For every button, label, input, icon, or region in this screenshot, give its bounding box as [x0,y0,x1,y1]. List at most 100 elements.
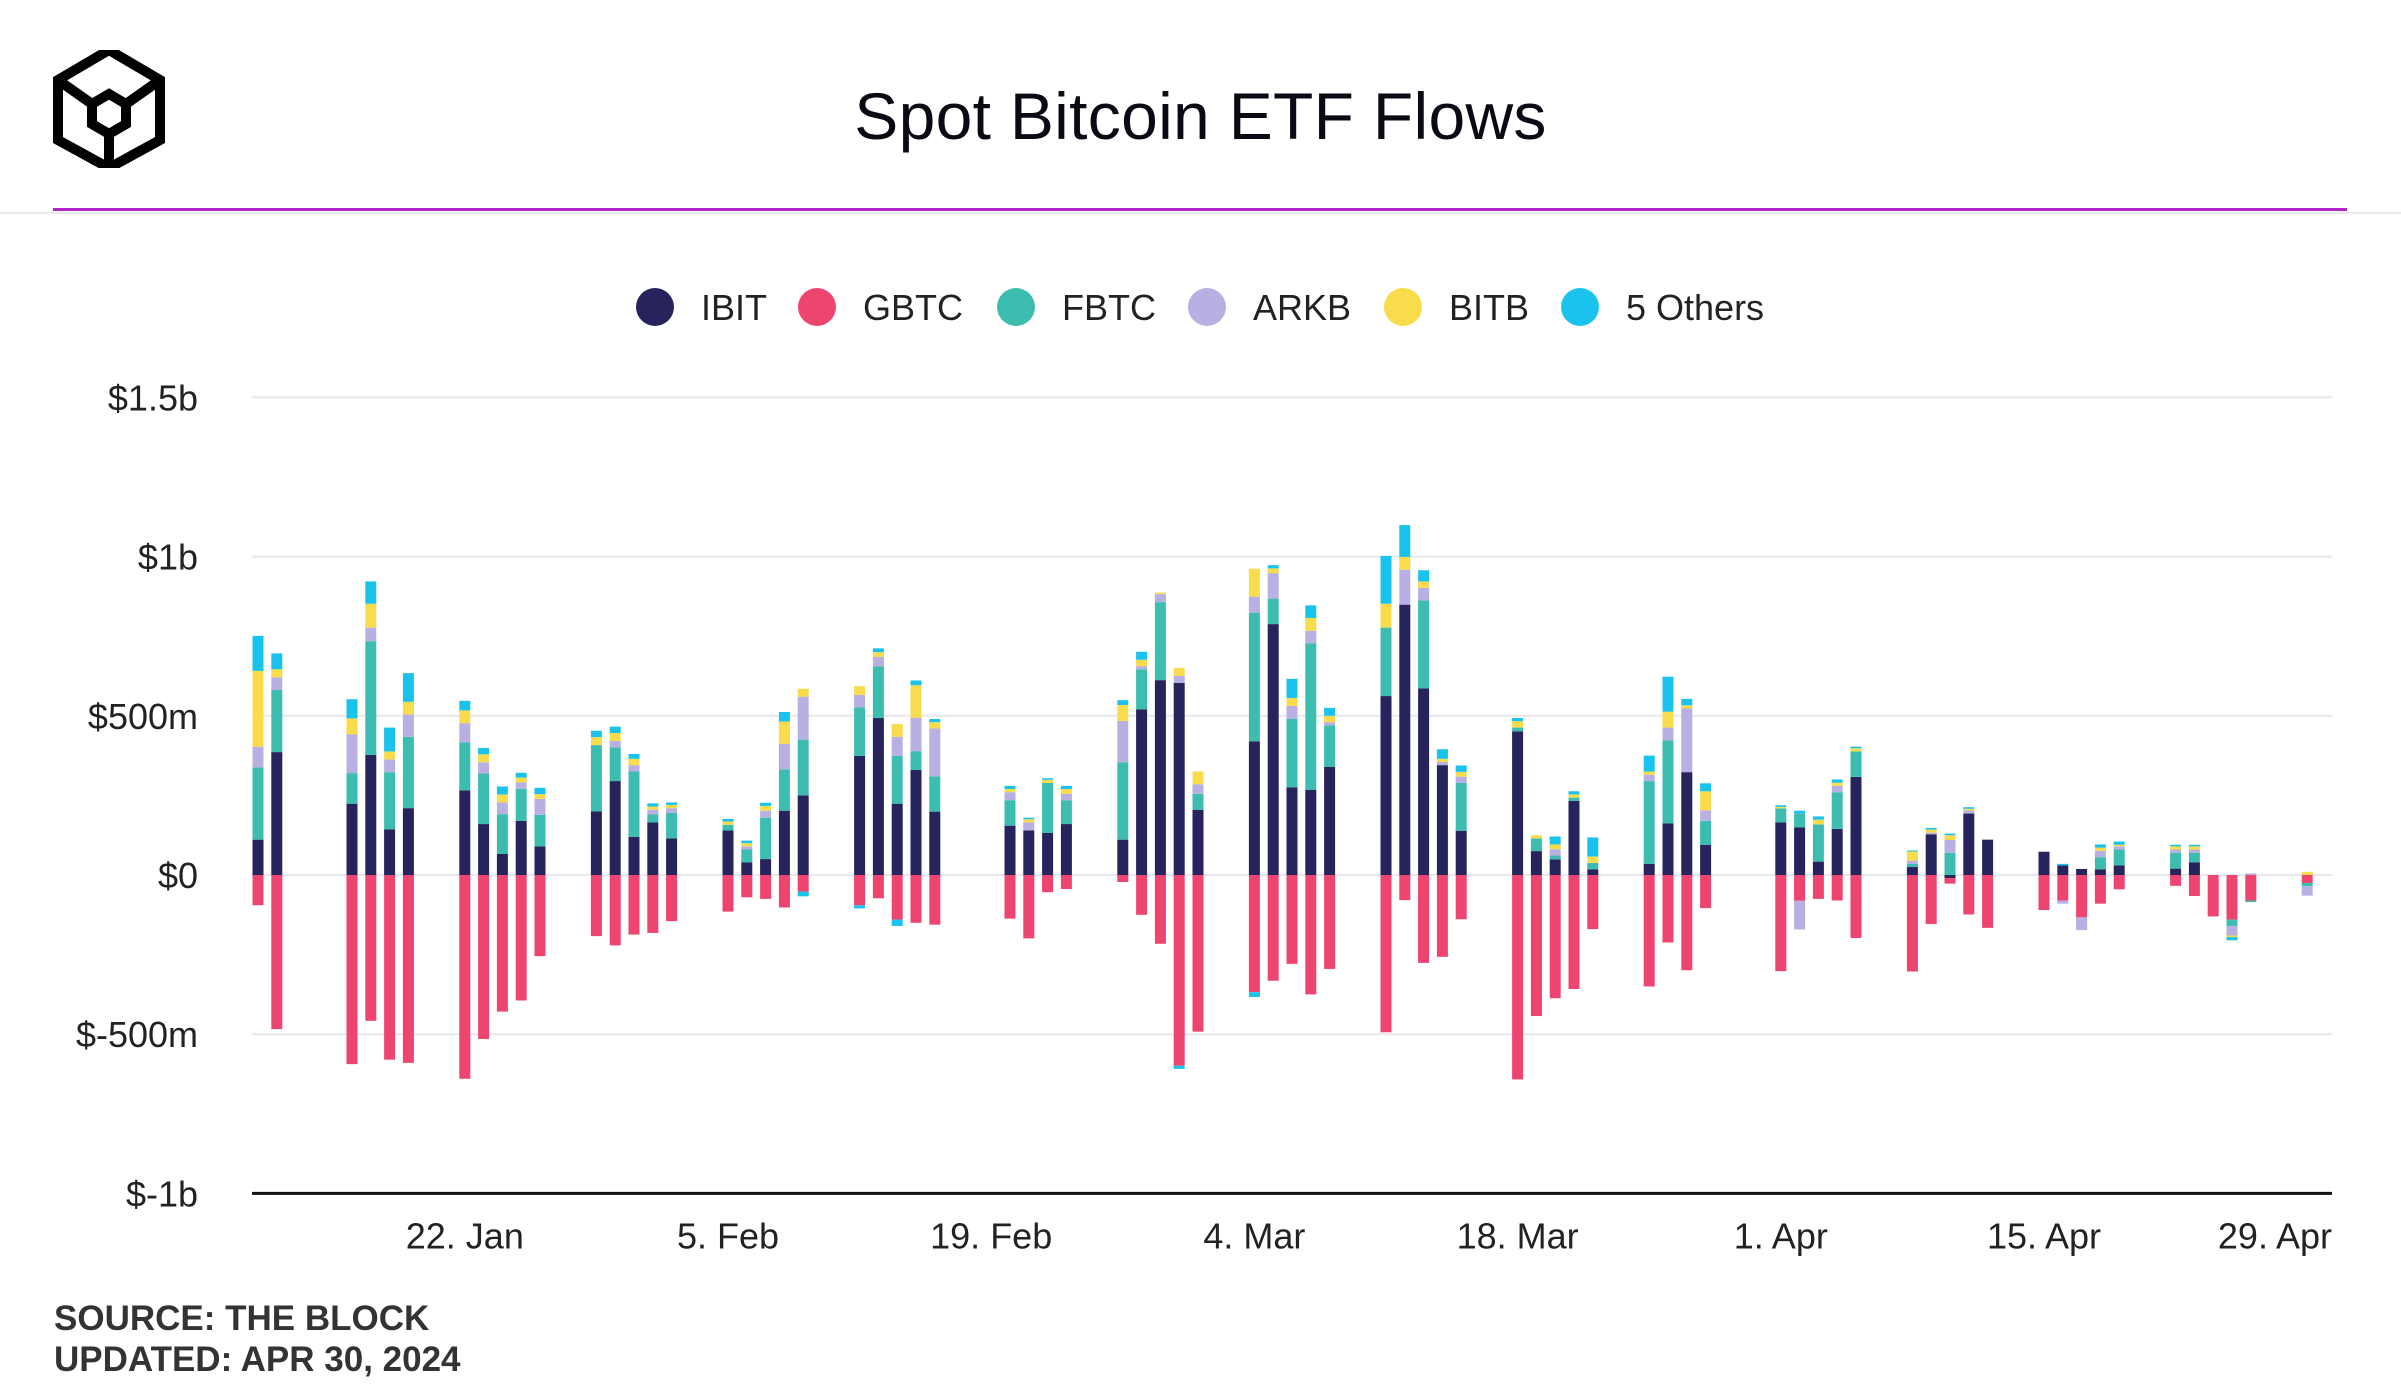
legend-label-bitb: BITB [1449,287,1529,328]
chart-title: Spot Bitcoin ETF Flows [854,79,1547,153]
bar-gbtc [1173,875,1185,1066]
bar-arkb [628,765,640,772]
bar-5-others [1643,755,1655,772]
bar-fbtc [1568,797,1580,801]
bar-arkb [534,798,546,815]
bar-5-others [1812,816,1824,820]
bar-5-others [1399,525,1411,557]
bar-ibit [1568,800,1580,875]
bar-gbtc [778,875,790,908]
bar-bitb [1380,603,1392,628]
bar-gbtc [1399,875,1411,901]
y-tick-label: $0 [158,855,198,896]
bar-fbtc [609,747,621,782]
legend-label-ibit: IBIT [701,287,767,328]
bar-bitb [1042,779,1054,783]
legend-swatch-5-others [1561,288,1599,326]
bar-5-others [609,726,621,733]
chart-footer: SOURCE: THE BLOCK UPDATED: APR 30, 2024 [54,1298,461,1380]
bar-5-others [1963,807,1975,809]
bar-fbtc [1944,852,1956,875]
bar-ibit [1455,830,1467,875]
bar-fbtc [496,814,508,854]
bar-gbtc [2188,875,2200,897]
legend-item-fbtc: FBTC [997,287,1156,328]
bar-arkb [1643,774,1655,782]
bar-gbtc [2113,875,2125,890]
bar-fbtc [910,751,922,770]
bar-5-others [1436,749,1448,759]
bar-5-others [1286,678,1298,698]
bar-arkb [1136,666,1148,670]
bar-gbtc [872,875,884,899]
bar-5-others [384,727,396,752]
chart-legend: IBIT GBTC FBTC ARKB BITB 5 Others [636,287,1764,328]
bar-bitb [1248,568,1260,597]
bar-arkb [1925,832,1937,835]
bar-bitb [2226,935,2238,938]
bar-ibit [346,803,358,875]
bar-5-others [1267,565,1279,569]
bar-arkb [1662,727,1674,741]
bar-5-others [741,840,753,844]
x-tick-label: 19. Feb [930,1215,1052,1256]
bar-ibit [2076,868,2088,875]
x-tick-label: 1. Apr [1734,1215,1828,1256]
bar-5-others [459,700,471,711]
bar-gbtc [2226,875,2238,920]
bar-bitb [515,777,527,783]
legend-item-bitb: BITB [1384,287,1529,328]
bar-ibit [2094,869,2106,875]
bar-5-others [1662,676,1674,712]
bar-bitb [741,843,753,847]
bar-fbtc [778,769,790,811]
bar-ibit [2038,851,2050,875]
bar-fbtc [2188,852,2200,863]
bar-arkb [1418,587,1430,601]
bar-ibit [534,846,546,875]
bar-ibit [1775,822,1787,875]
bar-5-others [2057,863,2069,866]
bar-arkb [1154,594,1166,603]
bar-ibit [609,781,621,875]
bar-5-others [797,891,809,897]
bar-ibit [1060,824,1072,875]
bar-gbtc [1681,875,1693,971]
bar-arkb [1906,860,1918,864]
bar-fbtc [590,745,602,812]
bar-5-others [534,787,546,795]
bar-bitb [1023,819,1035,823]
bar-fbtc [346,773,358,804]
bar-gbtc [1963,875,1975,915]
bar-ibit [365,754,377,875]
bar-ibit [1399,604,1411,875]
bar-5-others [2094,844,2106,848]
bar-bitb [1812,819,1824,825]
bar-ibit [647,822,659,875]
bar-5-others [402,673,414,702]
bar-ibit [271,752,283,875]
bar-gbtc [365,875,377,1021]
bar-5-others [2113,841,2125,845]
bar-5-others [778,711,790,722]
bar-ibit [1812,861,1824,875]
bar-ibit [1963,813,1975,875]
legend-label-gbtc: GBTC [863,287,963,328]
bar-arkb [478,762,490,774]
bar-arkb [1117,720,1129,763]
bar-ibit [2170,868,2182,875]
bar-ibit [1794,827,1806,875]
bar-bitb [1192,771,1204,785]
bar-gbtc [1060,875,1072,890]
bar-fbtc [1775,808,1787,823]
bar-gbtc [760,875,772,899]
bar-ibit [854,755,866,875]
bar-bitb [872,652,884,657]
bar-arkb [2076,917,2088,931]
bar-ibit [496,853,508,875]
bar-5-others [760,802,772,806]
bar-fbtc [891,755,903,804]
bar-fbtc [1305,643,1317,790]
bar-arkb [1436,761,1448,766]
bar-5-others [1324,707,1336,716]
